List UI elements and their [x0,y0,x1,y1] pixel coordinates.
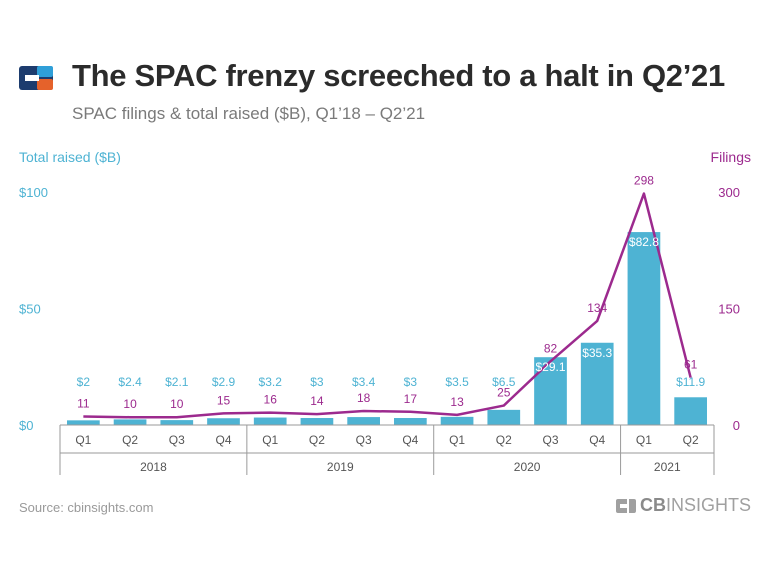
x-tick-label: Q1 [636,433,652,447]
year-label: 2018 [140,460,167,474]
brand-cb: CB [639,495,666,515]
bar [207,418,240,425]
year-label: 2021 [654,460,681,474]
bar [440,416,474,425]
bar-data-label: $11.9 [676,375,705,389]
left-axis-title: Total raised ($B) [19,149,121,165]
cb-mark-icon [615,498,636,513]
source-note: Source: cbinsights.com [19,500,154,515]
line-data-label: 11 [77,396,90,410]
cb-insights-logo-icon [19,66,53,90]
year-label: 2020 [514,460,541,474]
bar-data-label: $3.4 [352,375,376,389]
right-tick-label: 0 [733,418,740,433]
bar [253,417,287,425]
line-data-label: 16 [264,393,278,407]
bar-data-label: $2.4 [118,375,142,389]
left-tick-label: $0 [19,418,33,433]
x-tick-label: Q2 [309,433,325,447]
bar [67,420,100,425]
bar [674,397,707,425]
right-tick-label: 150 [718,302,740,317]
bar [160,420,194,425]
bar-data-label: $3.2 [259,375,283,389]
line-data-label: 17 [404,392,418,406]
bar-data-label: $35.3 [582,346,612,360]
brand-wordmark: CB INSIGHTS [615,495,751,516]
left-tick-label: $50 [19,302,41,317]
brand-insights: INSIGHTS [665,495,751,515]
line-data-label: 10 [170,397,184,411]
x-tick-label: Q3 [169,433,185,447]
bar [534,357,567,425]
line-data-label: 61 [684,358,698,372]
bar [580,342,614,425]
bar-data-label: $2.1 [165,375,189,389]
bar [113,419,147,425]
bar [394,418,427,425]
line-data-label: 15 [217,393,231,407]
x-tick-label: Q1 [262,433,278,447]
bar-data-label: $3 [404,375,418,389]
right-axis-title: Filings [710,149,751,165]
right-tick-label: 300 [718,185,740,200]
x-tick-label: Q1 [75,433,91,447]
line-data-label: 82 [544,341,558,355]
filings-line [83,192,692,419]
line-data-label: 298 [634,174,654,188]
line-data-label: 25 [497,386,511,400]
chart-title: The SPAC frenzy screeched to a halt in Q… [72,58,725,93]
bar-data-label: $29.1 [535,360,565,374]
line-data-label: 134 [587,301,607,315]
year-label: 2019 [327,460,354,474]
left-tick-label: $100 [19,185,48,200]
bar-data-label: $2.9 [212,375,236,389]
x-tick-label: Q2 [122,433,138,447]
x-tick-label: Q1 [449,433,465,447]
bar [347,417,380,425]
x-tick-label: Q2 [683,433,699,447]
bar-data-label: $2 [77,375,91,389]
line-data-label: 13 [450,395,464,409]
x-tick-label: Q3 [542,433,558,447]
bar-data-label: $3.5 [445,375,469,389]
x-tick-label: Q4 [589,433,605,447]
bar-data-label: $82.8 [629,235,659,249]
line-data-label: 18 [357,391,371,405]
x-tick-label: Q4 [402,433,418,447]
bar-data-label: $3 [310,375,324,389]
x-tick-label: Q2 [496,433,512,447]
bar [487,409,521,425]
chart-subtitle: SPAC filings & total raised ($B), Q1’18 … [72,104,426,123]
x-tick-label: Q3 [356,433,372,447]
bar [300,418,334,425]
line-data-label: 10 [123,397,137,411]
x-tick-label: Q4 [215,433,231,447]
bar [627,232,661,425]
bar-data-label: $6.5 [492,375,516,389]
line-data-label: 14 [310,394,324,408]
